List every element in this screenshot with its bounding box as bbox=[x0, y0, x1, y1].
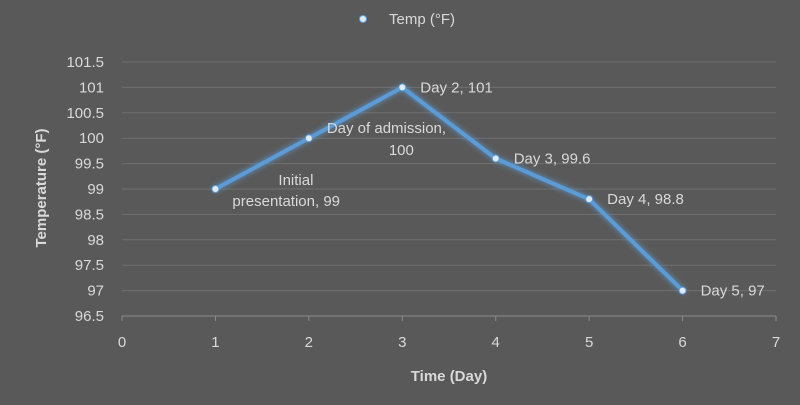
y-tick-label: 100.5 bbox=[66, 105, 104, 122]
x-tick-label: 6 bbox=[678, 334, 686, 351]
legend: Temp (°F) bbox=[343, 11, 455, 28]
y-axis-title: Temperature (°F) bbox=[33, 128, 50, 247]
data-label: presentation, 99 bbox=[232, 193, 340, 210]
x-tick-label: 4 bbox=[492, 334, 500, 351]
x-tick-labels: 0 1 2 3 4 5 6 7 bbox=[118, 334, 780, 351]
x-tick-label: 1 bbox=[211, 334, 219, 351]
y-tick-label: 96.5 bbox=[75, 308, 104, 325]
series-temp bbox=[211, 83, 687, 295]
series-line bbox=[213, 85, 685, 293]
x-tick-label: 0 bbox=[118, 334, 126, 351]
y-tick-label: 99 bbox=[87, 181, 104, 198]
y-tick-label: 101.5 bbox=[66, 54, 104, 71]
y-tick-label: 101 bbox=[79, 79, 104, 96]
data-point bbox=[585, 195, 594, 204]
x-axis-title: Time (Day) bbox=[411, 368, 487, 385]
data-label: Day of admission, bbox=[327, 120, 446, 137]
data-point bbox=[491, 154, 500, 163]
legend-label: Temp (°F) bbox=[389, 11, 455, 28]
y-tick-label: 97 bbox=[87, 283, 104, 300]
data-label: Initial bbox=[278, 172, 313, 189]
y-tick-labels: 96.5 97 97.5 98 98.5 99 99.5 100 100.5 101 101.5 bbox=[66, 54, 104, 325]
data-label: Day 4, 98.8 bbox=[607, 191, 684, 208]
data-label: 100 bbox=[389, 142, 414, 159]
y-tick-label: 99.5 bbox=[75, 156, 104, 173]
y-tick-label: 97.5 bbox=[75, 257, 104, 274]
x-tick-label: 5 bbox=[585, 334, 593, 351]
x-tick-label: 3 bbox=[398, 334, 406, 351]
data-label: Day 5, 97 bbox=[701, 283, 765, 300]
y-tick-label: 98 bbox=[87, 232, 104, 249]
data-point bbox=[211, 185, 220, 193]
data-labels: Initial presentation, 99 Day of admission,… bbox=[232, 79, 764, 299]
axes bbox=[121, 315, 777, 321]
data-point bbox=[304, 134, 313, 143]
x-tick-label: 7 bbox=[772, 334, 780, 351]
y-tick-label: 98.5 bbox=[75, 206, 104, 223]
data-label: Day 3, 99.6 bbox=[514, 151, 591, 168]
data-point bbox=[678, 286, 687, 295]
gridlines bbox=[122, 61, 776, 317]
legend-marker bbox=[359, 15, 367, 23]
data-point bbox=[398, 83, 407, 92]
y-tick-label: 100 bbox=[79, 130, 104, 147]
data-label: Day 2, 101 bbox=[420, 79, 493, 96]
x-tick-label: 2 bbox=[305, 334, 313, 351]
